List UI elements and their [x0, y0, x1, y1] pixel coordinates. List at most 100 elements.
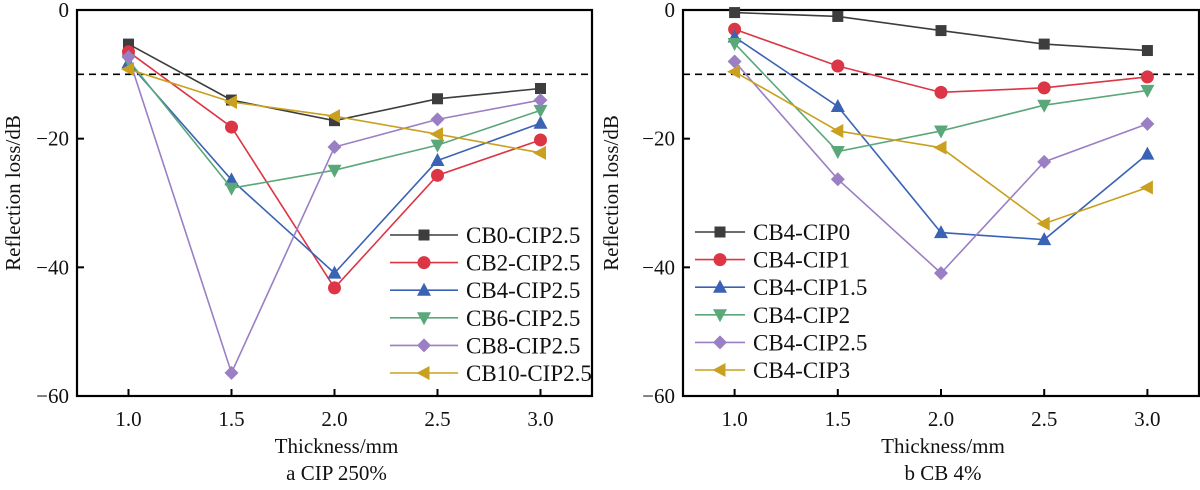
- data-point: [934, 125, 948, 139]
- legend-item: CB4-CIP3: [695, 358, 850, 383]
- panel-caption: a CIP 250%: [286, 461, 387, 485]
- y-tick-label: −40: [36, 255, 69, 279]
- legend-marker: [417, 312, 431, 326]
- legend-marker: [418, 229, 430, 241]
- data-point: [327, 265, 342, 279]
- data-point: [1037, 232, 1052, 246]
- legend-marker: [713, 279, 727, 293]
- legend-label: CB4-CIP2.5: [466, 278, 580, 303]
- legend-label: CB6-CIP2.5: [466, 306, 580, 331]
- x-tick-label: 3.0: [527, 407, 553, 431]
- y-tick-label: −60: [642, 384, 675, 408]
- legend-label: CB4-CIP0: [753, 220, 850, 245]
- legend-marker: [713, 335, 727, 350]
- data-point: [328, 281, 341, 295]
- data-point: [1037, 81, 1051, 95]
- legend-label: CB4-CIP1: [753, 248, 850, 273]
- data-point: [934, 85, 948, 99]
- data-point: [430, 139, 445, 153]
- data-point: [1141, 45, 1153, 57]
- data-point: [327, 109, 340, 124]
- legend-item: CB0-CIP2.5: [390, 223, 580, 248]
- legend-item: CB8-CIP2.5: [390, 333, 580, 358]
- legend-item: CB4-CIP0: [695, 220, 850, 245]
- data-point: [533, 115, 548, 129]
- series-cb4-cip0: [729, 7, 1153, 57]
- y-tick-label: 0: [59, 0, 70, 22]
- x-tick-label: 1.5: [218, 407, 244, 431]
- data-point: [123, 38, 134, 50]
- legend-label: CB4-CIP1.5: [753, 275, 867, 300]
- legend-marker: [712, 363, 726, 377]
- data-point: [1037, 99, 1052, 113]
- legend-item: CB10-CIP2.5: [390, 361, 592, 386]
- data-point: [225, 120, 238, 134]
- series-cb2-cip2.5: [122, 45, 547, 295]
- data-point: [830, 172, 845, 187]
- x-axis-title: Thickness/mm: [881, 434, 1005, 458]
- data-point: [830, 146, 845, 160]
- legend-marker: [417, 256, 431, 270]
- data-point: [727, 64, 741, 79]
- series-cb10-cip2.5: [121, 62, 546, 160]
- panel-caption: b CB 4%: [904, 461, 981, 485]
- data-point: [832, 10, 844, 22]
- data-point: [533, 93, 548, 108]
- x-tick-label: 1.0: [721, 407, 747, 431]
- data-point: [430, 153, 445, 167]
- data-point: [431, 168, 444, 182]
- data-point: [1140, 84, 1155, 98]
- legend-item: CB6-CIP2.5: [390, 306, 580, 331]
- x-tick-label: 2.0: [928, 407, 954, 431]
- x-tick-label: 1.0: [115, 407, 141, 431]
- series-cb4-cip2.5: [727, 54, 1155, 281]
- legend-marker: [416, 366, 430, 380]
- data-point: [728, 22, 742, 36]
- data-point: [934, 225, 948, 239]
- data-point: [831, 59, 845, 73]
- data-point: [1139, 180, 1153, 195]
- y-tick-label: −60: [36, 384, 69, 408]
- legend-item: CB4-CIP2.5: [390, 278, 580, 303]
- y-tick-label: −20: [36, 127, 69, 151]
- data-point: [830, 123, 844, 138]
- data-point: [430, 112, 445, 127]
- data-point: [533, 145, 546, 160]
- data-point: [729, 7, 741, 19]
- panel-b: 0 −20 −40 −60 1.0 1.5 2.0 2.5 3.0 Thickness/mm b C…: [599, 0, 1200, 485]
- x-tick-label: 3.0: [1134, 407, 1160, 431]
- y-tick-label: −20: [642, 127, 675, 151]
- legend-item: CB4-CIP1.5: [695, 275, 867, 300]
- legend-marker: [713, 309, 727, 323]
- legend-item: CB2-CIP2.5: [390, 251, 580, 276]
- x-tick-label: 2.5: [1031, 407, 1057, 431]
- series-line: [128, 43, 541, 122]
- legend-marker: [417, 282, 431, 296]
- data-point: [533, 104, 548, 118]
- data-point: [121, 49, 136, 64]
- legend-label: CB4-CIP2: [753, 303, 850, 328]
- data-point: [727, 37, 742, 51]
- x-axis-title: Thickness/mm: [275, 434, 399, 458]
- data-point: [1038, 38, 1050, 50]
- data-point: [327, 140, 342, 155]
- y-axis-title: Reflection loss/dB: [599, 115, 623, 271]
- legend-item: CB4-CIP2.5: [695, 330, 867, 355]
- data-point: [121, 62, 134, 77]
- series-cb4-cip2: [727, 37, 1155, 160]
- legend-label: CB4-CIP3: [753, 358, 850, 383]
- legend-label: CB4-CIP2.5: [753, 330, 867, 355]
- data-point: [224, 94, 237, 109]
- data-point: [224, 182, 239, 196]
- y-axis-title: Reflection loss/dB: [1, 115, 25, 271]
- data-point: [329, 115, 340, 127]
- series-cb4-cip3: [727, 64, 1153, 231]
- y-tick-label: 0: [665, 0, 676, 22]
- data-point: [430, 127, 443, 142]
- legend: CB4-CIP0CB4-CIP1CB4-CIP1.5CB4-CIP2CB4-CI…: [695, 220, 867, 383]
- legend-label: CB0-CIP2.5: [466, 223, 580, 248]
- data-point: [224, 365, 239, 380]
